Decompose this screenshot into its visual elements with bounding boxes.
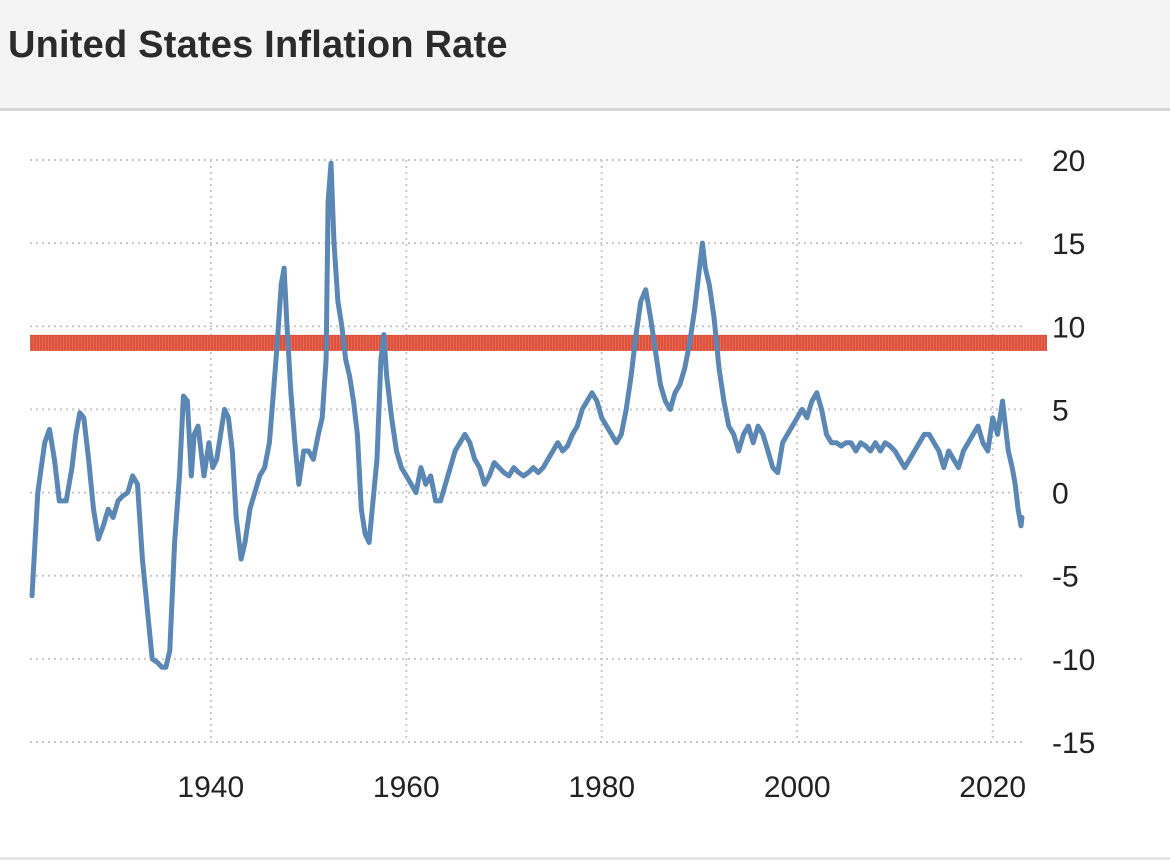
chart-area: 1940 1960 1980 2000 2020 20 15 10 5 0 -5 -10 -15 (0, 111, 1170, 856)
x-tick-label: 2020 (959, 771, 1026, 804)
inflation-chart: 1940 1960 1980 2000 2020 20 15 10 5 0 -5 -10 -15 (29, 145, 1095, 804)
grid-layer (30, 159, 1022, 743)
y-tick-label: -15 (1052, 727, 1095, 760)
y-tick-label: -5 (1052, 561, 1079, 594)
y-tick-label: 10 (1052, 311, 1085, 344)
x-tick-labels: 1940 1960 1980 2000 2020 (177, 771, 1026, 804)
inflation-series-line (29, 160, 1025, 670)
x-tick-label: 2000 (764, 771, 831, 804)
y-tick-label: 5 (1052, 394, 1069, 427)
page-title: United States Inflation Rate (8, 24, 508, 66)
y-tick-label: -10 (1052, 644, 1095, 677)
page-header: United States Inflation Rate (0, 0, 1170, 111)
y-tick-label: 0 (1052, 478, 1069, 511)
series-layer (29, 160, 1025, 670)
y-tick-labels: 20 15 10 5 0 -5 -10 -15 (1052, 145, 1095, 760)
x-tick-label: 1980 (568, 771, 635, 804)
x-tick-label: 1960 (373, 771, 440, 804)
y-tick-label: 20 (1052, 145, 1085, 178)
x-tick-label: 1940 (177, 771, 244, 804)
y-tick-label: 15 (1052, 228, 1085, 261)
footer-divider (0, 857, 1170, 860)
